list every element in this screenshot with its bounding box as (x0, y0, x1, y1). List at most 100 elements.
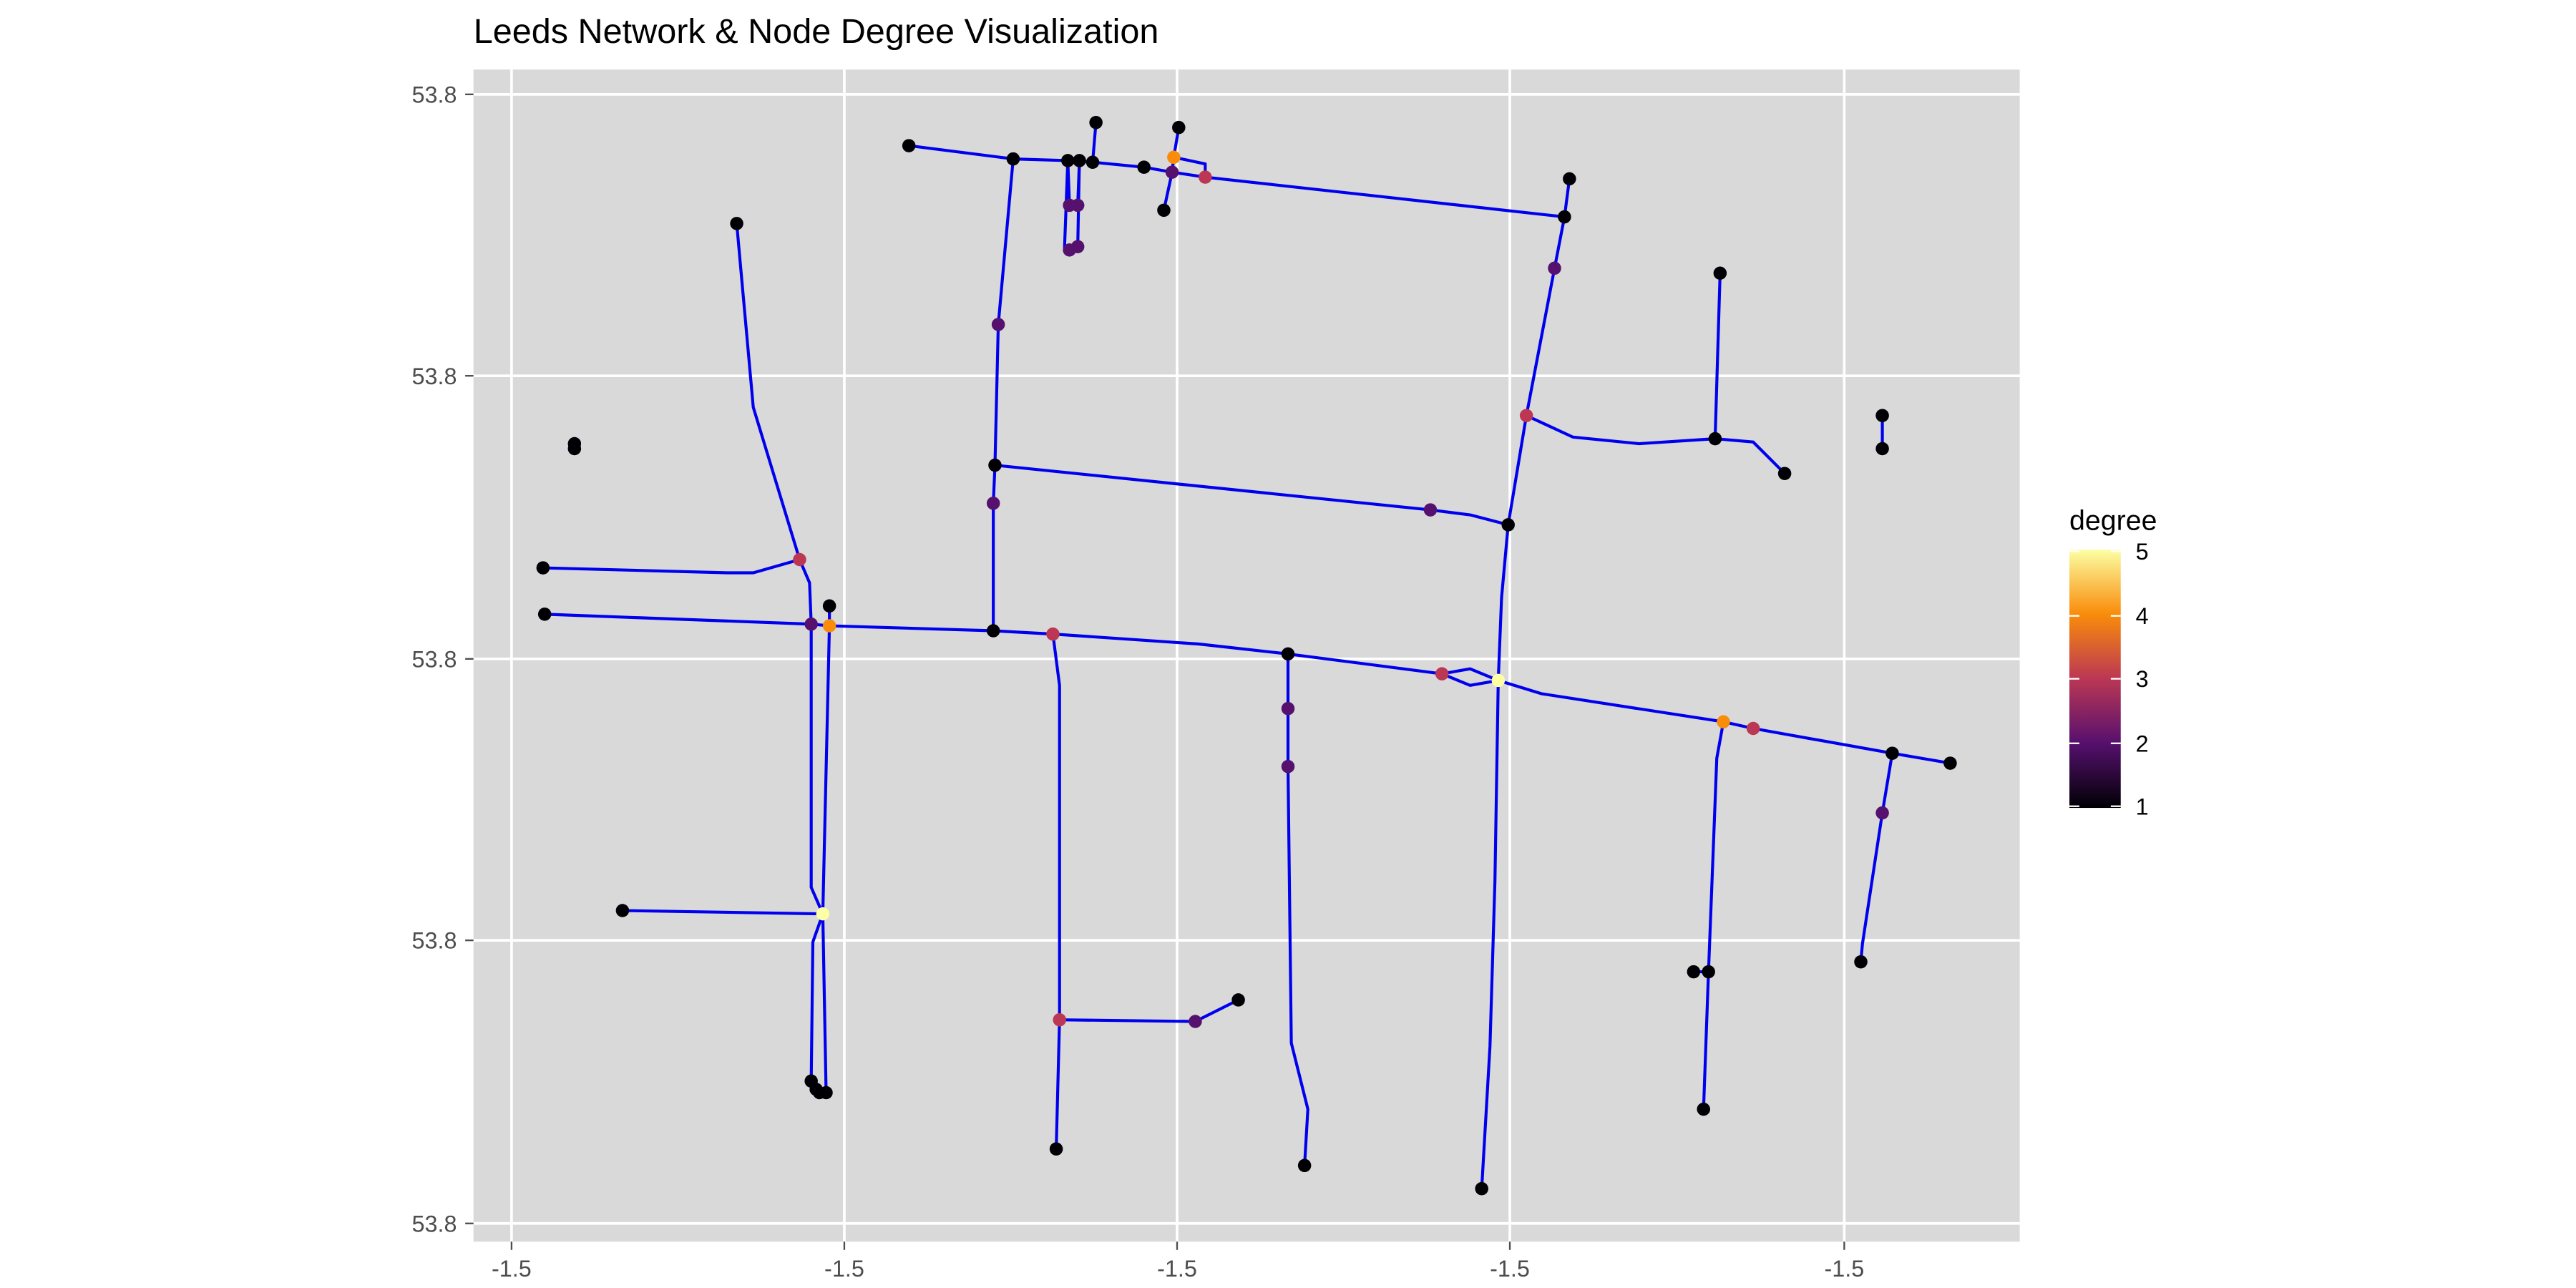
network-node (1713, 266, 1727, 280)
network-edge (1553, 216, 1566, 269)
network-edge (1287, 652, 1443, 675)
network-node (1053, 1013, 1066, 1027)
network-edge (829, 624, 994, 633)
network-node (1746, 721, 1760, 736)
network-edge (1480, 680, 1500, 1189)
network-edge (1880, 753, 1894, 814)
network-edge (1091, 122, 1098, 162)
network-node (988, 458, 1002, 472)
network-node (536, 561, 550, 575)
network-node (822, 619, 836, 633)
network-node (1006, 152, 1020, 166)
network-edge (545, 613, 811, 626)
network-node (986, 497, 1000, 510)
network-node (1061, 154, 1075, 167)
network-node (1199, 170, 1212, 184)
plot-panel (473, 69, 2020, 1242)
network-edge (1713, 273, 1722, 439)
network-node (1281, 647, 1295, 661)
network-node (1157, 203, 1171, 218)
network-node (1281, 701, 1295, 716)
legend-title: degree (2069, 504, 2157, 536)
network-node (986, 624, 1000, 638)
y-tick-label: 53.8 (412, 646, 457, 672)
network-node (1172, 120, 1186, 135)
network-edge (1076, 160, 1081, 205)
legend: degree 5 4 3 2 1 (2069, 504, 2157, 819)
network-node (1435, 667, 1449, 680)
network-edge (1714, 437, 1786, 475)
legend-label: 5 (2136, 539, 2149, 565)
network-edge (1055, 1020, 1061, 1149)
network-node (816, 907, 830, 921)
network-node (1854, 955, 1868, 969)
network-edge (1066, 160, 1071, 205)
network-edge (1286, 766, 1309, 1166)
network-node (1563, 172, 1576, 186)
network-node (1085, 155, 1100, 169)
network-node (819, 1085, 833, 1100)
x-axis-ticks (510, 1241, 1845, 1250)
network-node (1046, 627, 1060, 641)
network-edge (993, 324, 1000, 466)
network-node (1089, 115, 1103, 130)
network-node (1189, 1015, 1202, 1028)
network-node (1167, 150, 1181, 165)
network-node (1519, 409, 1533, 422)
network-node (1875, 806, 1889, 820)
network-edge (1506, 415, 1528, 525)
network-nodes (536, 115, 1957, 1196)
network-edge (809, 624, 824, 914)
legend-ticks (2069, 550, 2121, 807)
network-node (567, 441, 582, 456)
y-tick-label: 53.8 (412, 364, 457, 389)
network-edge (1702, 972, 1710, 1110)
network-node (1885, 746, 1899, 760)
network-node (1070, 240, 1085, 253)
network-node (537, 608, 552, 621)
network-edge (821, 914, 828, 1093)
network-node (1777, 467, 1792, 480)
network-node (1558, 210, 1571, 224)
network-edge (1707, 721, 1725, 972)
network-edge (1526, 414, 1716, 446)
network-node (1281, 759, 1295, 774)
y-tick-label: 53.8 (412, 1211, 457, 1236)
network-node (1875, 409, 1889, 422)
network-edge (995, 464, 1509, 527)
network-node (1717, 715, 1730, 728)
network-edge (1496, 525, 1510, 680)
network-node (1501, 518, 1515, 532)
legend-label: 3 (2136, 666, 2149, 692)
network-node (1708, 431, 1722, 446)
y-tick-label: 53.8 (412, 928, 457, 954)
network-node (1049, 1142, 1063, 1156)
network-edge (1059, 1018, 1196, 1023)
network-node (1423, 503, 1438, 517)
network-edge (622, 909, 823, 916)
legend-label: 2 (2136, 731, 2149, 756)
x-tick-label: -1.5 (1157, 1256, 1197, 1282)
network-node (1687, 965, 1701, 979)
network-node (1697, 1102, 1710, 1116)
network-node (804, 617, 818, 631)
x-tick-label: -1.5 (824, 1256, 864, 1282)
y-axis-labels: 53.8 53.8 53.8 53.8 53.8 (412, 82, 457, 1236)
legend-label: 1 (2136, 794, 2149, 819)
chart-title: Leeds Network & Node Degree Visualizatio… (474, 12, 1159, 51)
network-node (1070, 198, 1085, 213)
y-axis-ticks (465, 93, 474, 1224)
network-edge (798, 559, 813, 625)
network-node (1475, 1181, 1488, 1196)
network-edge (821, 625, 831, 914)
network-edge (1498, 678, 1724, 723)
x-tick-label: -1.5 (492, 1256, 532, 1282)
network-node (1943, 756, 1957, 770)
network-node (730, 217, 743, 230)
grid-lines (473, 69, 2020, 1242)
network-node (1491, 673, 1506, 688)
network-node (822, 599, 836, 613)
network-edge (1053, 633, 1289, 655)
network-node (1875, 441, 1889, 456)
